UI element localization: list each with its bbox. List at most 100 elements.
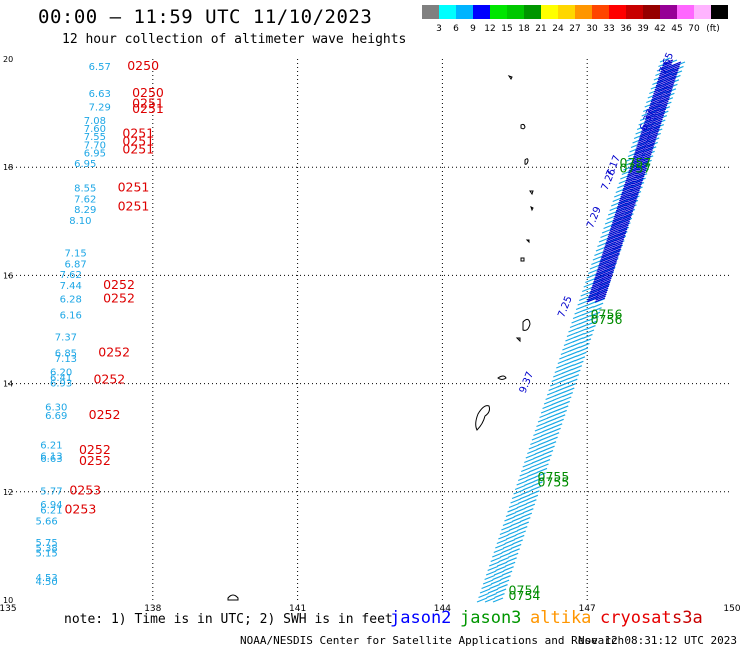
track-tick	[638, 134, 650, 140]
track-time-label: 0755	[538, 469, 570, 484]
track-tick	[507, 552, 519, 558]
swh-value-label: 5.77	[40, 487, 62, 498]
swh-value-label: 6.95	[84, 148, 106, 159]
colorbar-swatch	[422, 5, 439, 19]
colorbar-label: 39	[637, 24, 649, 34]
track-tick	[640, 155, 651, 161]
pass-time-label: 0252	[103, 290, 135, 305]
track-tick	[513, 489, 524, 495]
track-tick	[510, 543, 522, 549]
track-tick	[612, 220, 623, 226]
track-tick	[639, 132, 650, 138]
track-tick	[530, 485, 542, 491]
pass-time-label: 0251	[118, 198, 150, 213]
colorbar-label: 27	[569, 24, 580, 34]
track-tick	[516, 503, 528, 509]
track-tick	[583, 329, 595, 335]
island-outline	[530, 206, 534, 212]
track-tick	[582, 333, 593, 340]
track-tick	[554, 391, 565, 397]
lon-tick-label: 144	[434, 604, 451, 614]
colorbar-label: 18	[518, 24, 530, 34]
track-tick	[553, 418, 564, 424]
track-tick	[653, 87, 665, 93]
track-tick	[589, 287, 601, 293]
track-tick	[639, 115, 651, 122]
track-tick	[643, 146, 654, 152]
track-tick	[622, 210, 634, 217]
track-tick	[631, 156, 643, 162]
track-tick	[628, 191, 640, 197]
track-tick	[587, 295, 598, 301]
track-tick	[651, 120, 663, 126]
track-tick	[647, 134, 658, 140]
track-tick	[650, 99, 661, 105]
track-tick	[655, 81, 667, 87]
track-tick	[489, 583, 500, 590]
swh-value-label: 6.28	[60, 294, 82, 305]
swh-value-label: 5.38	[35, 543, 57, 554]
track-tick	[660, 92, 672, 99]
track-tick	[562, 345, 573, 351]
track-tick	[597, 289, 608, 295]
swh-value-label: 6.13	[40, 451, 62, 462]
track-tick	[637, 138, 648, 144]
track-tick	[523, 508, 534, 514]
track-tick	[660, 65, 672, 71]
track-tick	[502, 520, 514, 527]
track-tick	[548, 432, 560, 438]
track-tick	[595, 295, 606, 301]
track-tick	[566, 355, 578, 361]
pass-time-label: 0252	[103, 277, 135, 292]
track-tick	[614, 212, 625, 218]
track-tick	[603, 245, 614, 251]
swh-value-label: 6.93	[50, 378, 72, 389]
colorbar-label: 12	[484, 24, 495, 34]
track-tick	[633, 152, 644, 158]
track-tick	[647, 107, 659, 113]
track-tick	[653, 89, 664, 95]
track-tick	[646, 111, 657, 117]
track-tick	[650, 97, 662, 103]
colorbar-label: 70	[688, 24, 700, 34]
track-tick	[534, 449, 546, 455]
track-tick	[554, 367, 565, 374]
track-tick	[533, 476, 545, 482]
island-outline	[497, 375, 507, 380]
track-tick	[633, 177, 644, 183]
swh-value-label: 7.55	[84, 132, 106, 143]
track-tick	[629, 162, 641, 168]
track-tick	[553, 395, 564, 401]
track-tick	[617, 226, 629, 232]
track-tick	[514, 484, 526, 491]
pass-time-label: 0252	[89, 407, 121, 422]
track-tick	[635, 144, 646, 150]
track-tick	[631, 183, 642, 189]
island-outline	[524, 158, 529, 165]
track-tick	[539, 458, 551, 465]
track-tick	[548, 409, 559, 415]
track-tick	[641, 151, 653, 158]
track-tick	[567, 378, 578, 384]
track-tick	[625, 201, 637, 207]
track-tick	[556, 363, 567, 369]
track-tick	[649, 128, 660, 134]
track-tick	[620, 190, 632, 196]
track-tick	[502, 543, 514, 549]
track-tick	[605, 239, 616, 246]
track-tick	[517, 475, 529, 482]
track-tick	[494, 592, 505, 599]
track-tick	[498, 534, 509, 540]
pass-time-label: 0251	[122, 134, 154, 149]
track-tick	[623, 182, 634, 188]
track-tick	[608, 228, 620, 234]
track-tick	[626, 174, 637, 180]
track-tick	[537, 417, 549, 423]
colorbar-label: 24	[552, 24, 564, 34]
track-tick	[560, 349, 572, 356]
pass-time-label: 0251	[118, 180, 150, 195]
track-tick	[632, 181, 643, 187]
track-tick	[580, 314, 591, 321]
track-tick	[656, 79, 667, 85]
track-tick	[487, 588, 499, 594]
